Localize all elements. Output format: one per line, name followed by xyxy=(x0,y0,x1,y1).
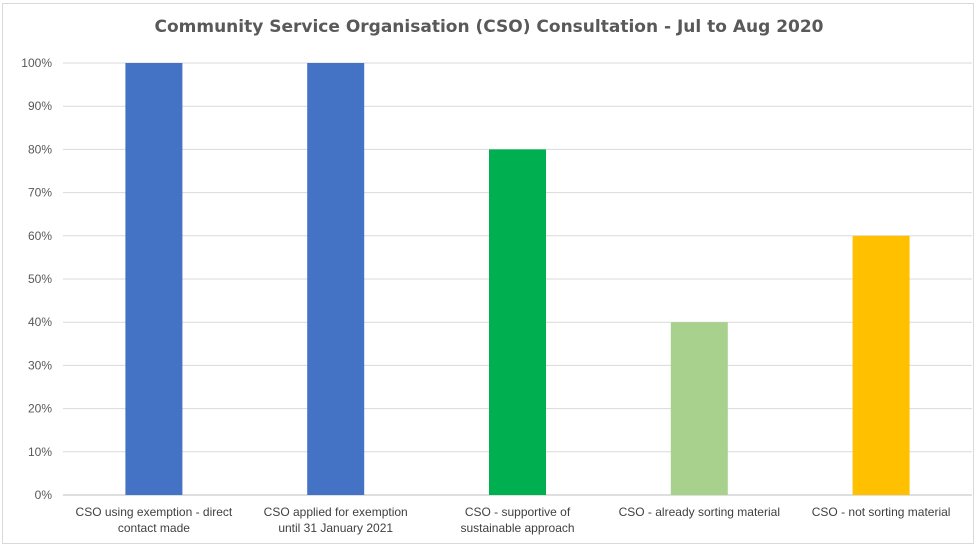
x-tick-label: contact made xyxy=(118,521,190,535)
y-tick-label: 80% xyxy=(28,142,52,156)
x-tick-label: until 31 January 2021 xyxy=(278,521,393,535)
x-tick-label: CSO using exemption - direct xyxy=(76,505,233,519)
x-tick-label: CSO - supportive of xyxy=(465,505,571,519)
y-tick-label: 30% xyxy=(28,358,52,372)
y-tick-label: 70% xyxy=(28,186,52,200)
y-tick-label: 20% xyxy=(28,402,52,416)
y-tick-label: 40% xyxy=(28,315,52,329)
y-tick-label: 50% xyxy=(28,272,52,286)
bar xyxy=(307,63,365,495)
y-tick-label: 100% xyxy=(21,56,52,70)
bar xyxy=(852,235,910,496)
x-tick-label: sustainable approach xyxy=(460,521,574,535)
y-tick-label: 0% xyxy=(35,488,53,502)
bar xyxy=(670,322,728,495)
bar xyxy=(489,149,546,495)
y-tick-label: 60% xyxy=(28,229,52,243)
x-tick-label: CSO - not sorting material xyxy=(812,505,951,519)
x-tick-label: CSO applied for exemption xyxy=(264,505,408,519)
y-tick-label: 90% xyxy=(28,99,52,113)
chart-title: Community Service Organisation (CSO) Con… xyxy=(154,17,824,37)
bar xyxy=(125,63,183,495)
y-tick-label: 10% xyxy=(28,445,52,459)
x-tick-label: CSO - already sorting material xyxy=(619,505,780,519)
